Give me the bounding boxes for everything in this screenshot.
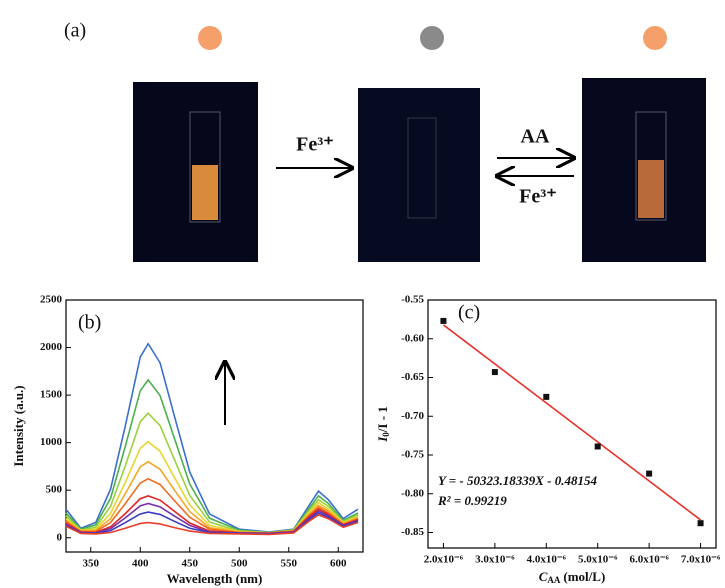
y-tick-label: 0	[57, 531, 63, 543]
y-tick-label: -0.70	[401, 410, 424, 422]
data-point	[543, 394, 549, 400]
x-tick-label: 500	[231, 558, 248, 570]
y-tick-label: -0.75	[401, 449, 424, 461]
r-squared: R² = 0.99219	[437, 493, 507, 508]
data-point	[492, 369, 498, 375]
arrow-label: Fe³⁺	[296, 134, 334, 156]
x-label-unit: (mol/L)	[563, 569, 605, 584]
x-tick-label: 350	[83, 558, 100, 570]
figure: (a) Fe³⁺ AA Fe³⁺ 350 400 450 500 550 600 0 500 1…	[0, 0, 725, 588]
bulb-off	[420, 26, 444, 50]
y-tick-label: -0.60	[401, 332, 424, 344]
solution	[638, 160, 664, 218]
x-tick-label: 5.0x10⁻⁶	[578, 554, 618, 566]
data-point	[440, 318, 446, 324]
bulb-on	[643, 26, 667, 50]
panel-a: (a) Fe³⁺ AA Fe³⁺	[64, 20, 706, 262]
y-tick-label: 1500	[40, 389, 63, 401]
y-tick-label: 2500	[40, 294, 63, 306]
photo	[358, 88, 480, 262]
y-tick-label: -0.85	[401, 526, 424, 538]
x-axis-label: CAA(mol/L)	[539, 569, 606, 585]
x-tick-label: 2.0x10⁻⁶	[424, 554, 464, 566]
y-tick-label: -0.80	[401, 487, 424, 499]
x-tick-label: 400	[132, 558, 149, 570]
y-tick-label: 500	[46, 484, 63, 496]
bulb-on	[198, 26, 222, 50]
data-point	[595, 443, 601, 449]
panel-label: (b)	[78, 312, 101, 334]
x-axis-label: Wavelength (nm)	[167, 571, 263, 586]
x-tick-label: 4.0x10⁻⁶	[527, 554, 567, 566]
x-tick-label: 600	[330, 558, 347, 570]
y-tick-label: -0.65	[401, 371, 424, 383]
plot-frame	[428, 300, 716, 548]
y-tick-label: 2000	[40, 341, 63, 353]
x-label-symbol: C	[539, 569, 548, 584]
x-label-subscript: AA	[547, 575, 560, 585]
y-tick-label: -0.55	[401, 294, 424, 306]
y-tick-label: 1000	[40, 436, 63, 448]
equation: Y = - 50323.18339X - 0.48154	[438, 473, 597, 488]
arrow-label: AA	[521, 126, 550, 148]
panel-label: (a)	[64, 20, 86, 42]
x-tick-label: 7.0x10⁻⁶	[681, 554, 721, 566]
fit-line	[443, 325, 700, 520]
arrow-label: Fe³⁺	[519, 186, 557, 208]
x-tick-label: 3.0x10⁻⁶	[475, 554, 515, 566]
x-tick-label: 450	[182, 558, 199, 570]
x-tick-label: 550	[281, 558, 298, 570]
y-axis-label: I0/I - 1	[375, 406, 391, 443]
solution	[192, 165, 218, 220]
y-label-rest: /I - 1	[375, 406, 390, 433]
y-axis-label: Intensity (a.u.)	[11, 385, 26, 466]
data-point	[698, 520, 704, 526]
data-point	[646, 471, 652, 477]
x-tick-label: 6.0x10⁻⁶	[629, 554, 669, 566]
panel-label: (c)	[458, 302, 480, 324]
